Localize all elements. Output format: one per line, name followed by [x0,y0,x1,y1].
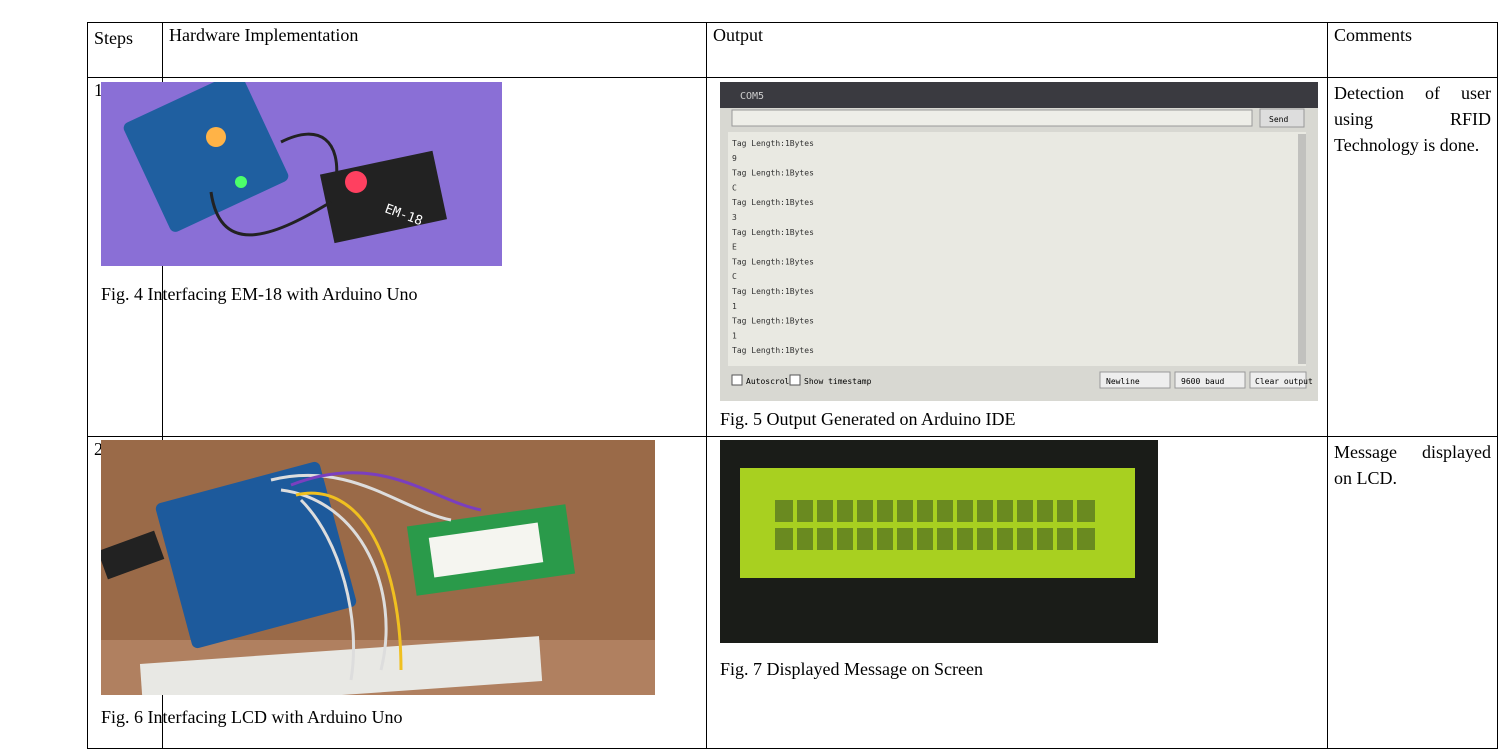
autoscroll: Autoscroll [746,377,794,386]
send-button: Send [1269,115,1288,124]
serial-line: 1 [732,331,737,340]
serial-line: Tag Length:1Bytes [732,317,814,326]
comment: Message displayed on LCD. [1327,436,1498,749]
serial-line: C [732,272,737,281]
caption: Fig. 4 Interfacing EM-18 with Arduino Un… [101,284,418,304]
serial-line: Tag Length:1Bytes [732,198,814,207]
header-steps: Steps [87,22,163,78]
caption: Fig. 6 Interfacing LCD with Arduino Uno [101,707,403,727]
serial-line: Tag Length:1Bytes [732,169,814,178]
serial-line: Tag Length:1Bytes [732,287,814,296]
timestamp: Show timestamp [804,377,872,386]
serial-line: 3 [732,213,737,222]
serial-line: 9 [732,154,737,163]
clear-button: Clear output [1255,377,1313,386]
serial-line: 1 [732,302,737,311]
caption: Fig. 7 Displayed Message on Screen [720,659,983,679]
photo-lcd-screen [720,440,1158,643]
header-hardware: Hardware Implementation [162,22,707,78]
serial-line: Tag Length:1Bytes [732,257,814,266]
serial-line: E [732,243,737,252]
serial-line: Tag Length:1Bytes [732,139,814,148]
serial-line: Tag Length:1Bytes [732,346,814,355]
header-output: Output [706,22,1328,78]
line-ending: Newline [1106,377,1140,386]
serial-line: Tag Length:1Bytes [732,228,814,237]
photo-em18: EM-18 [101,82,502,266]
comment: Detection of user using RFID Technology … [1327,77,1498,437]
caption: Fig. 5 Output Generated on Arduino IDE [720,409,1016,429]
serial-line: C [732,183,737,192]
photo-lcd [101,440,655,695]
window-title: COM5 [740,91,764,102]
serial-monitor: COM5 Send Autoscroll Show timestamp Newl… [720,82,1318,401]
baud: 9600 baud [1181,377,1225,386]
header-comments: Comments [1327,22,1498,78]
